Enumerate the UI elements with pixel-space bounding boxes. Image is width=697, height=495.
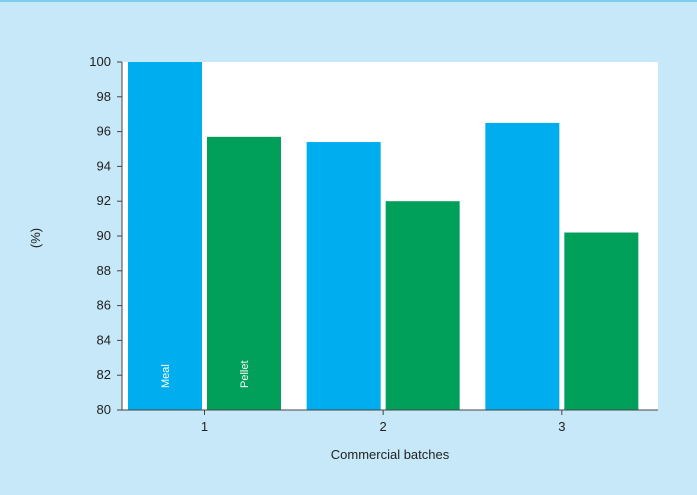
- x-axis-ticks: 1 2 3: [201, 410, 565, 434]
- bar-meal-2: [306, 142, 381, 411]
- bar-series-labels: Meal Pellet: [160, 360, 251, 388]
- bar-pellet-2: [385, 201, 460, 410]
- y-tick-label: 80: [97, 402, 111, 417]
- y-tick-label: 92: [97, 193, 111, 208]
- y-tick-label: 100: [89, 54, 111, 69]
- bar-pellet-1: [207, 136, 281, 410]
- x-tick-label: 1: [201, 419, 208, 434]
- x-axis-title: Commercial batches: [331, 447, 450, 462]
- bar-pellet-3: [564, 232, 639, 410]
- y-tick-label: 84: [97, 332, 111, 347]
- series-label-pellet: Pellet: [239, 360, 251, 388]
- bars-group: [128, 62, 639, 411]
- bar-meal-1: [128, 62, 202, 410]
- y-axis-title: (%): [28, 228, 43, 248]
- y-tick-label: 98: [97, 89, 111, 104]
- y-tick-label: 82: [97, 367, 111, 382]
- y-tick-label: 90: [97, 228, 111, 243]
- y-tick-label: 96: [97, 124, 111, 139]
- y-tick-label: 86: [97, 298, 111, 313]
- bar-meal-3: [485, 122, 560, 411]
- x-tick-label: 2: [380, 419, 387, 434]
- x-tick-label: 3: [558, 419, 565, 434]
- y-tick-label: 94: [97, 158, 111, 173]
- y-axis-ticks: 80 82 84 86 88 90 92 94 96 98 100: [89, 54, 122, 417]
- top-rule: [0, 0, 697, 2]
- y-tick-label: 88: [97, 263, 111, 278]
- series-label-meal: Meal: [160, 364, 172, 388]
